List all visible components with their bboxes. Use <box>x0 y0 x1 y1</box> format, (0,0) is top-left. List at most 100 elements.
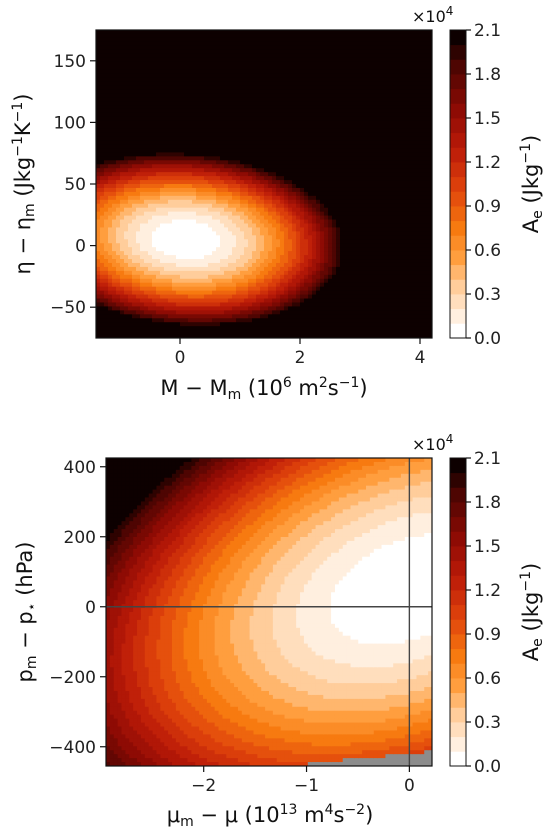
contour-cell <box>252 57 257 63</box>
contour-cell <box>332 215 337 221</box>
contour-cell <box>220 203 225 209</box>
contour-cell <box>168 322 173 327</box>
contour-cell <box>108 144 113 150</box>
contour-cell <box>208 140 213 146</box>
contour-cell <box>244 266 249 272</box>
contour-cell <box>336 187 341 193</box>
contour-cell <box>336 30 341 35</box>
contour-cell <box>180 160 185 165</box>
contour-cell <box>160 116 165 122</box>
contour-cell <box>228 120 233 126</box>
contour-cell <box>232 180 237 185</box>
contour-cell <box>148 219 153 225</box>
contour-cell <box>96 168 101 173</box>
contour-cell <box>96 57 101 63</box>
contour-cell <box>340 199 345 205</box>
contour-cell <box>148 286 153 292</box>
contour-cell <box>96 211 101 217</box>
contour-cell <box>112 132 117 138</box>
contour-cell <box>256 45 261 51</box>
contour-cell <box>112 120 117 126</box>
contour-cell <box>156 235 161 240</box>
contour-cell <box>292 330 297 335</box>
contour-cell <box>296 124 301 130</box>
contour-cell <box>268 37 273 43</box>
contour-cell <box>268 140 273 146</box>
contour-cell <box>136 53 141 59</box>
contour-cell <box>300 278 305 284</box>
contour-cell <box>104 298 109 304</box>
contour-cell <box>296 219 301 225</box>
contour-cell <box>192 49 197 55</box>
contour-cell <box>152 191 157 197</box>
contour-cell <box>336 184 341 189</box>
contour-cell <box>168 136 173 142</box>
contour-cell <box>232 30 237 35</box>
contour-cell <box>112 184 117 189</box>
contour-cell <box>276 180 281 185</box>
contour-cell <box>276 89 281 94</box>
contour-cell <box>144 298 149 304</box>
contour-cell <box>228 132 233 138</box>
contour-cell <box>320 247 325 252</box>
contour-cell <box>288 310 293 315</box>
contour-cell <box>300 270 305 276</box>
contour-cell <box>168 108 173 114</box>
contour-cell <box>240 203 245 209</box>
contour-cell <box>352 37 357 43</box>
contour-cell <box>176 49 181 55</box>
contour-cell <box>128 105 133 110</box>
contour-cell <box>232 227 237 232</box>
contour-cell <box>332 41 337 47</box>
contour-cell <box>104 294 109 300</box>
contour-cell <box>268 69 273 75</box>
contour-cell <box>124 223 129 229</box>
contour-cell <box>96 156 101 161</box>
contour-cell <box>308 93 313 98</box>
contour-cell <box>200 314 205 319</box>
contour-cell <box>180 310 185 315</box>
contour-cell <box>348 77 353 82</box>
contour-cell <box>100 318 105 323</box>
contour-cell <box>312 211 317 217</box>
contour-cell <box>228 57 233 63</box>
contour-cell <box>300 290 305 296</box>
contour-cell <box>164 187 169 193</box>
contour-cell <box>192 290 197 296</box>
contour-cell <box>196 120 201 126</box>
contour-cell <box>168 144 173 150</box>
contour-cell <box>268 116 273 122</box>
contour-cell <box>308 243 313 248</box>
contour-cell <box>176 160 181 165</box>
contour-cell <box>200 274 205 280</box>
contour-cell <box>108 211 113 217</box>
contour-cell <box>132 140 137 146</box>
contour-cell <box>132 203 137 209</box>
contour-cell <box>288 262 293 268</box>
contour-cell <box>120 116 125 122</box>
contour-cell <box>200 334 205 338</box>
contour-cell <box>316 120 321 126</box>
contour-cell <box>192 156 197 161</box>
contour-cell <box>156 318 161 323</box>
contour-cell <box>296 140 301 146</box>
contour-cell <box>260 306 265 311</box>
contour-cell <box>108 215 113 221</box>
contour-cell <box>140 105 145 110</box>
contour-cell <box>276 306 281 311</box>
contour-cell <box>268 187 273 193</box>
contour-cell <box>324 306 329 311</box>
contour-cell <box>324 152 329 157</box>
contour-cell <box>280 77 285 82</box>
contour-cell <box>296 326 301 331</box>
contour-cell <box>304 187 309 193</box>
contour-cell <box>176 322 181 327</box>
contour-cell <box>160 270 165 276</box>
contour-cell <box>240 30 245 35</box>
contour-cell <box>276 41 281 47</box>
contour-cell <box>280 140 285 146</box>
contour-cell <box>268 306 273 311</box>
contour-cell <box>244 136 249 142</box>
contour-cell <box>176 278 181 284</box>
contour-cell <box>208 65 213 71</box>
